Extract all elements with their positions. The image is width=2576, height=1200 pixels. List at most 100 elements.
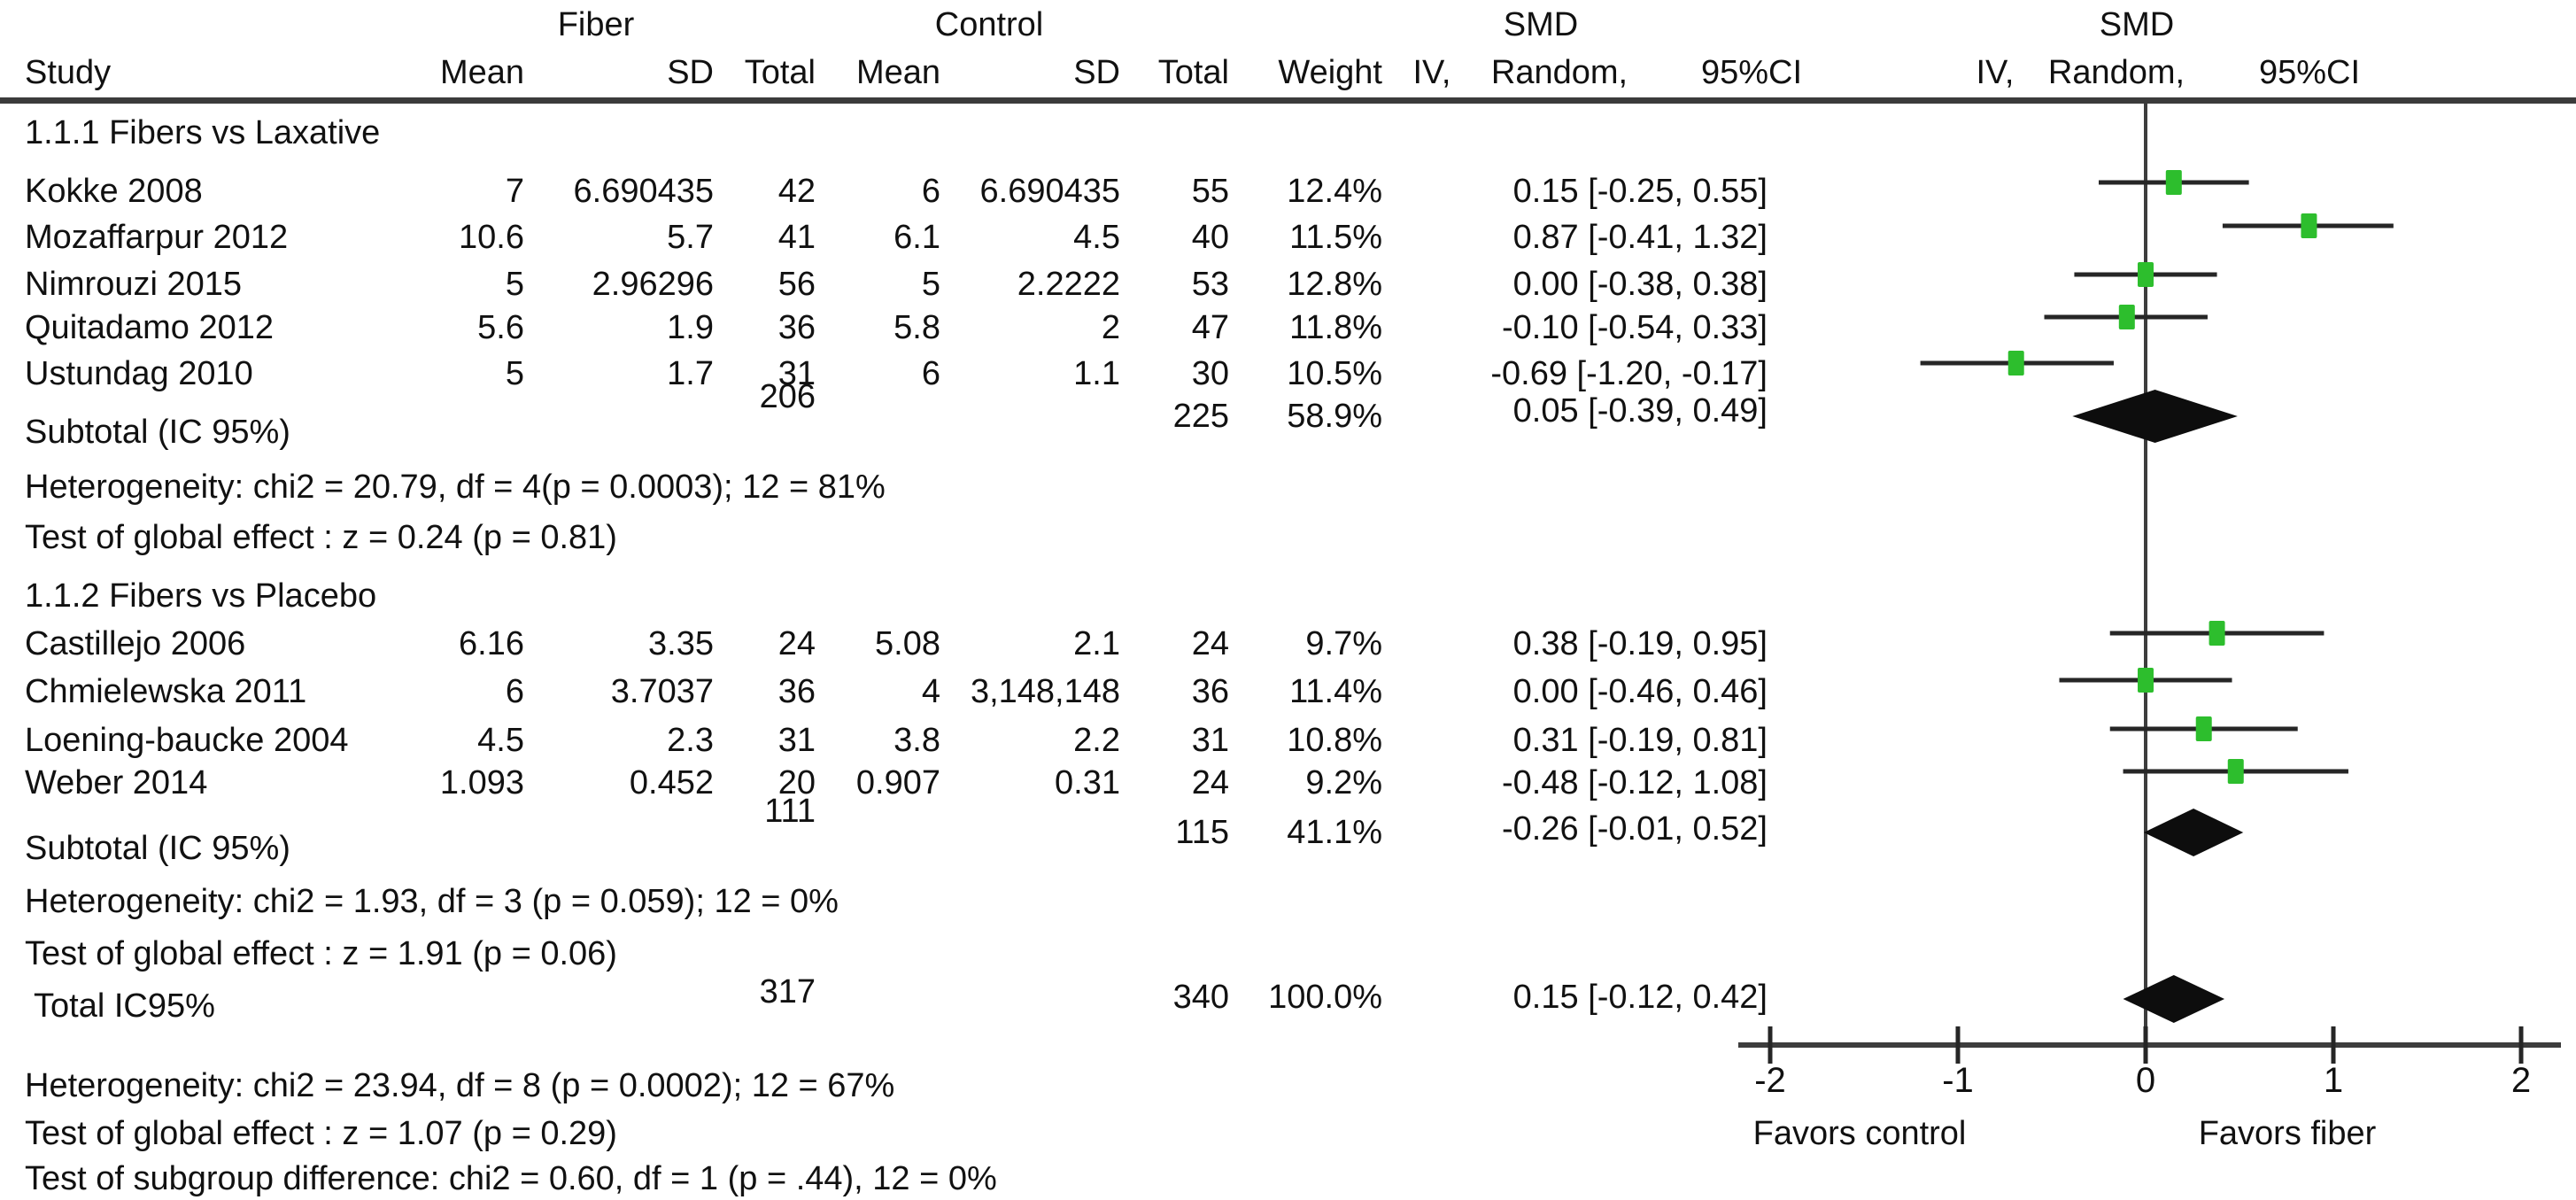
section-title: 1.1.1 Fibers vs Laxative xyxy=(25,114,381,151)
global-effect-row: Test of global effect : z = 0.24 (p = 0.… xyxy=(0,516,2576,561)
col-iv-text: IV, xyxy=(1412,54,1451,91)
smd-ci-value: -0.48 [-0.12, 1.08] xyxy=(1502,764,1768,801)
control-mean: 5.08 xyxy=(875,625,940,662)
global-effect-row: Test of global effect : z = 1.91 (p = 0.… xyxy=(0,933,2576,977)
col-weight: Weight xyxy=(1278,54,1382,91)
fiber-total: 317 xyxy=(759,973,816,1010)
fiber-sd: 5.7 xyxy=(667,219,714,256)
col-iv-plot: IV, xyxy=(1976,54,2015,91)
axis-tick-label: 0 xyxy=(2135,1061,2156,1100)
study-row: Mozaffarpur 2012 10.6 5.7 41 6.1 4.5 40 … xyxy=(0,216,2576,260)
weight-value: 100.0% xyxy=(1268,979,1382,1016)
weight-value: 9.2% xyxy=(1305,764,1382,801)
section-title: 1.1.2 Fibers vs Placebo xyxy=(25,577,377,615)
fiber-mean: 4.5 xyxy=(477,722,524,759)
control-total: 225 xyxy=(1172,398,1229,435)
control-sd: 2.2 xyxy=(1073,722,1120,759)
fiber-total: 36 xyxy=(777,673,816,710)
control-total: 55 xyxy=(1191,173,1229,210)
fiber-sd: 2.96296 xyxy=(592,266,714,303)
fiber-mean: 6.16 xyxy=(459,625,524,662)
section-title-row: 1.1.2 Fibers vs Placebo xyxy=(0,575,2576,619)
smd-ci-value: 0.15 [-0.12, 0.42] xyxy=(1512,979,1768,1016)
weight-value: 9.7% xyxy=(1305,625,1382,662)
study-row: Castillejo 2006 6.16 3.35 24 5.08 2.1 24… xyxy=(0,623,2576,667)
col-ci-plot: 95%CI xyxy=(2258,54,2361,91)
fiber-sd: 1.9 xyxy=(667,309,714,346)
axis-tick-label: 2 xyxy=(2510,1061,2532,1100)
smd-ci-value: 0.15 [-0.25, 0.55] xyxy=(1512,173,1768,210)
col-fiber-sd: SD xyxy=(667,54,714,91)
weight-value: 11.8% xyxy=(1289,309,1382,346)
global-effect-text: Test of global effect : z = 1.91 (p = 0.… xyxy=(25,935,617,972)
study-row: Kokke 2008 7 6.690435 42 6 6.690435 55 1… xyxy=(0,170,2576,214)
control-total: 31 xyxy=(1191,722,1229,759)
study-name: Kokke 2008 xyxy=(25,173,203,210)
col-random-text: Random, xyxy=(1490,54,1628,91)
axis-tick-label: -2 xyxy=(1754,1061,1786,1100)
control-sd: 2 xyxy=(1101,309,1120,346)
control-mean: 6.1 xyxy=(893,219,940,256)
subtotal-label: Subtotal (IC 95%) xyxy=(25,414,290,451)
control-mean: 6 xyxy=(921,173,940,210)
col-fiber-mean: Mean xyxy=(439,54,524,91)
control-total: 24 xyxy=(1191,625,1229,662)
heterogeneity-text: Heterogeneity: chi2 = 20.79, df = 4(p = … xyxy=(25,468,886,506)
study-name: Ustundag 2010 xyxy=(25,355,253,392)
fiber-mean: 1.093 xyxy=(439,764,524,801)
favors-fiber-label: Favors fiber xyxy=(2198,1115,2377,1152)
control-total: 115 xyxy=(1175,814,1229,851)
study-name: Quitadamo 2012 xyxy=(25,309,274,346)
study-row: Quitadamo 2012 5.6 1.9 36 5.8 2 47 11.8%… xyxy=(0,306,2576,351)
col-random-plot: Random, xyxy=(2047,54,2185,91)
control-sd: 4.5 xyxy=(1073,219,1120,256)
fiber-total: 206 xyxy=(759,378,816,415)
fiber-sd: 1.7 xyxy=(667,355,714,392)
fiber-sd: 2.3 xyxy=(667,722,714,759)
heterogeneity-text: Heterogeneity: chi2 = 1.93, df = 3 (p = … xyxy=(25,883,839,920)
global-effect-text: Test of global effect : z = 1.07 (p = 0.… xyxy=(25,1115,617,1152)
subtotal-label: Subtotal (IC 95%) xyxy=(25,830,290,867)
fiber-mean: 6 xyxy=(505,673,524,710)
control-mean: 0.907 xyxy=(855,764,940,801)
smd-ci-value: 0.31 [-0.19, 0.81] xyxy=(1512,722,1768,759)
weight-value: 11.4% xyxy=(1289,673,1382,710)
weight-value: 11.5% xyxy=(1289,219,1382,256)
subgroup-difference-text: Test of subgroup difference: chi2 = 0.60… xyxy=(25,1160,997,1197)
column-header-row: Study Mean SD Total Mean SD Total Weight… xyxy=(0,51,2576,96)
section-title-row: 1.1.1 Fibers vs Laxative xyxy=(0,112,2576,156)
fiber-total: 41 xyxy=(777,219,816,256)
fiber-total: 111 xyxy=(764,793,816,830)
control-total: 40 xyxy=(1191,219,1229,256)
group-header-fiber: Fiber xyxy=(557,6,635,43)
col-fiber-total: Total xyxy=(744,54,816,91)
weight-value: 12.8% xyxy=(1287,266,1382,303)
study-name: Chmielewska 2011 xyxy=(25,673,307,710)
smd-ci-value: -0.26 [-0.01, 0.52] xyxy=(1502,810,1768,848)
smd-ci-value: 0.87 [-0.41, 1.32] xyxy=(1512,219,1768,256)
col-control-sd: SD xyxy=(1073,54,1120,91)
study-name: Weber 2014 xyxy=(25,764,208,801)
fiber-total: 36 xyxy=(777,309,816,346)
fiber-sd: 3.35 xyxy=(648,625,714,662)
smd-ci-value: 0.38 [-0.19, 0.95] xyxy=(1512,625,1768,662)
control-total: 47 xyxy=(1191,309,1229,346)
col-control-mean: Mean xyxy=(855,54,940,91)
fiber-sd: 6.690435 xyxy=(573,173,715,210)
weight-value: 10.8% xyxy=(1287,722,1382,759)
axis-tick-label: -1 xyxy=(1942,1061,1974,1100)
fiber-mean: 7 xyxy=(505,173,524,210)
control-sd: 2.2222 xyxy=(1017,266,1120,303)
group-header-smd-text: SMD xyxy=(1503,6,1579,43)
fiber-total: 31 xyxy=(777,722,816,759)
fiber-total: 56 xyxy=(777,266,816,303)
total-row: Total IC95% 317 340 100.0% 0.15 [-0.12, … xyxy=(0,965,2576,1025)
subtotal-row: 206 Subtotal (IC 95%) 225 58.9% 0.05 [-0… xyxy=(0,375,2576,461)
global-effect-text: Test of global effect : z = 0.24 (p = 0.… xyxy=(25,519,617,556)
group-header-smd-plot: SMD xyxy=(2099,6,2175,43)
global-effect-row: Test of global effect : z = 1.07 (p = 0.… xyxy=(0,1112,2576,1157)
smd-ci-value: -0.10 [-0.54, 0.33] xyxy=(1502,309,1768,346)
subtotal-row: 111 Subtotal (IC 95%) 115 41.1% -0.26 [-… xyxy=(0,788,2576,877)
control-sd: 3,148,148 xyxy=(970,673,1120,710)
